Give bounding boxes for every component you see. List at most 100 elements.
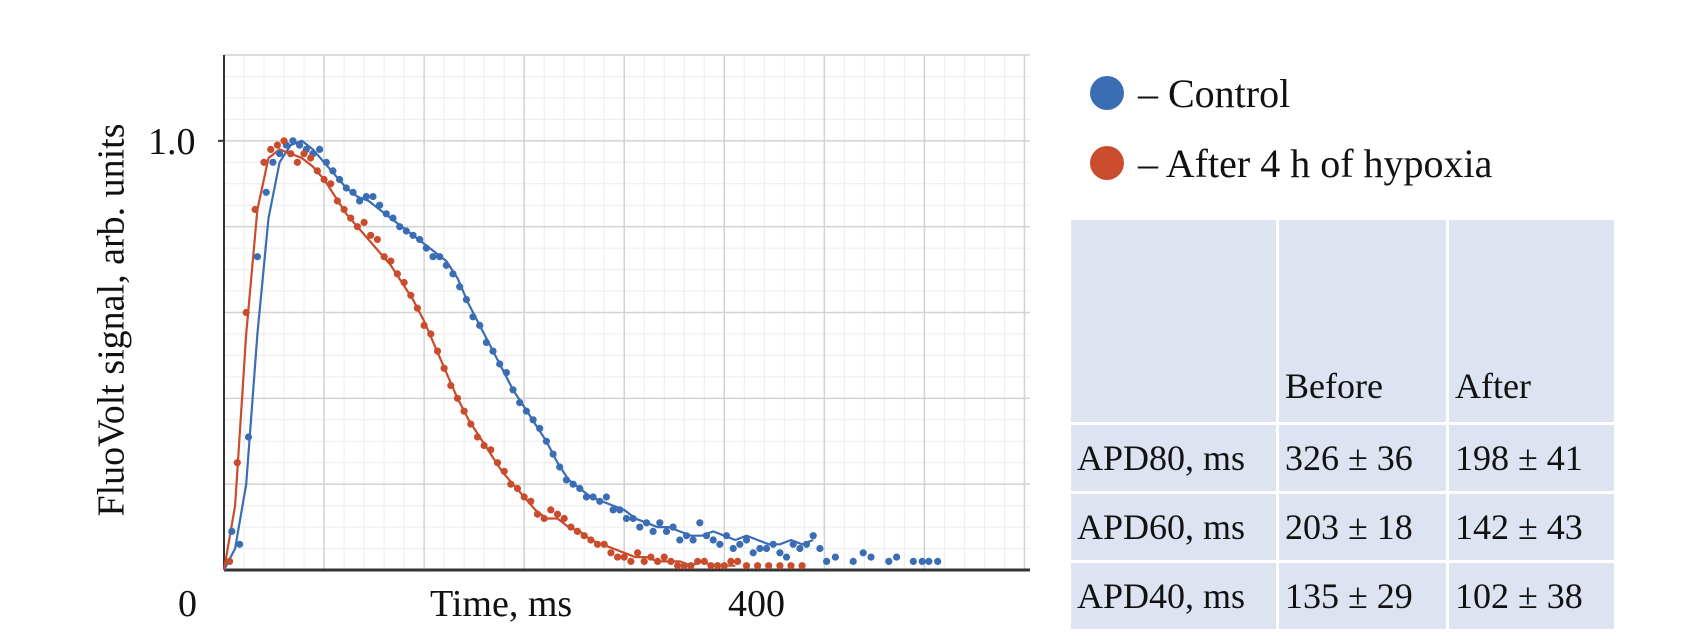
fit-line-control (223, 139, 814, 571)
data-point-hypoxia (533, 510, 542, 518)
data-point-control (756, 544, 764, 553)
data-point-hypoxia (420, 321, 428, 329)
data-point-control (716, 540, 724, 548)
data-point-control (262, 188, 270, 196)
data-point-control (696, 519, 704, 527)
data-point-hypoxia (640, 557, 648, 566)
data-point-hypoxia (627, 557, 635, 566)
data-point-hypoxia (251, 205, 259, 214)
data-point-control (722, 532, 731, 540)
data-point-control (859, 549, 867, 557)
data-point-control (422, 244, 430, 252)
y-tick-label-1: 1.0 (148, 121, 196, 163)
data-point-hypoxia (674, 562, 682, 570)
data-point-control (536, 424, 544, 432)
data-point-control (416, 235, 424, 244)
data-point-hypoxia (353, 223, 361, 231)
data-point-hypoxia (473, 433, 482, 441)
after-value: 102 ± 38 (1446, 560, 1617, 632)
data-point-control (736, 540, 744, 548)
header-label-cell (1068, 350, 1279, 425)
data-point-control (849, 557, 857, 566)
data-point-hypoxia (527, 497, 535, 505)
data-point-hypoxia (260, 158, 268, 166)
data-point-control (602, 493, 611, 501)
data-point-hypoxia (287, 150, 295, 158)
data-point-hypoxia (765, 562, 773, 570)
data-point-control (429, 253, 437, 261)
data-point-hypoxia (540, 514, 548, 523)
header-after: After (1446, 350, 1617, 425)
data-point-control (596, 497, 604, 505)
data-point-control (462, 296, 470, 304)
data-point-hypoxia (700, 557, 708, 566)
data-point-control (918, 557, 926, 566)
data-point-hypoxia (500, 467, 508, 475)
data-point-hypoxia (460, 407, 468, 415)
before-value: 135 ± 29 (1276, 560, 1449, 632)
data-point-control (831, 553, 840, 561)
fit-line-hypoxia (222, 148, 736, 571)
data-point-hypoxia (467, 420, 475, 428)
data-point-control (589, 493, 597, 501)
y-axis-label-wrap: FluoVolt signal, arb. units (82, 70, 142, 570)
data-point-hypoxia (400, 278, 408, 287)
data-point-hypoxia (573, 527, 582, 536)
data-point-hypoxia (553, 510, 562, 518)
data-point-control (816, 544, 824, 553)
data-point-control (702, 532, 711, 540)
data-point-control (582, 493, 591, 501)
data-point-control (823, 557, 831, 566)
data-point-control (562, 476, 571, 484)
data-point-control (622, 514, 631, 523)
y-axis-label: FluoVolt signal, arb. units (91, 123, 134, 517)
data-point-control (502, 369, 510, 377)
data-point-control (809, 532, 817, 540)
data-point-hypoxia (393, 270, 401, 278)
data-point-control (676, 536, 684, 544)
data-point-hypoxia (776, 562, 784, 570)
data-point-hypoxia (720, 562, 728, 570)
data-point-control (369, 193, 377, 201)
data-point-control (276, 150, 284, 158)
data-point-control (662, 527, 671, 536)
data-point-hypoxia (427, 330, 435, 338)
data-point-control (885, 557, 893, 566)
data-point-hypoxia (754, 562, 762, 570)
legend: – Control – After 4 h of hypoxia (1090, 58, 1492, 198)
data-point-control (436, 253, 444, 261)
data-point-control (476, 321, 484, 329)
data-point-control (409, 231, 417, 239)
data-point-hypoxia (413, 304, 421, 312)
data-point-hypoxia (614, 553, 622, 561)
data-point-hypoxia (347, 214, 355, 222)
data-point-control (893, 553, 901, 561)
data-point-control (629, 514, 637, 523)
data-point-control (796, 544, 804, 553)
table-row: APD60, ms 203 ± 18 142 ± 43 (1068, 491, 1617, 563)
hypoxia-marker-icon (1090, 146, 1124, 180)
data-point-hypoxia (367, 231, 375, 239)
data-point-hypoxia (307, 154, 315, 162)
data-point-control (762, 544, 771, 553)
data-point-hypoxia (607, 549, 615, 557)
data-point-control (236, 540, 244, 548)
data-point-hypoxia (798, 562, 806, 570)
data-point-control (269, 158, 277, 166)
data-point-hypoxia (453, 394, 462, 402)
data-point-hypoxia (734, 557, 742, 566)
data-point-control (642, 519, 651, 527)
data-point-hypoxia (667, 557, 675, 566)
data-point-hypoxia (593, 540, 602, 548)
data-point-hypoxia (493, 459, 502, 467)
data-point-control (549, 450, 557, 458)
data-point-hypoxia (654, 557, 662, 566)
data-point-control (382, 210, 390, 218)
data-point-control (469, 313, 477, 321)
data-point-control (509, 386, 517, 394)
data-point-hypoxia (340, 205, 348, 214)
data-point-hypoxia (727, 557, 735, 566)
data-point-control (362, 193, 370, 201)
data-point-hypoxia (742, 562, 751, 570)
data-point-control (776, 549, 784, 557)
